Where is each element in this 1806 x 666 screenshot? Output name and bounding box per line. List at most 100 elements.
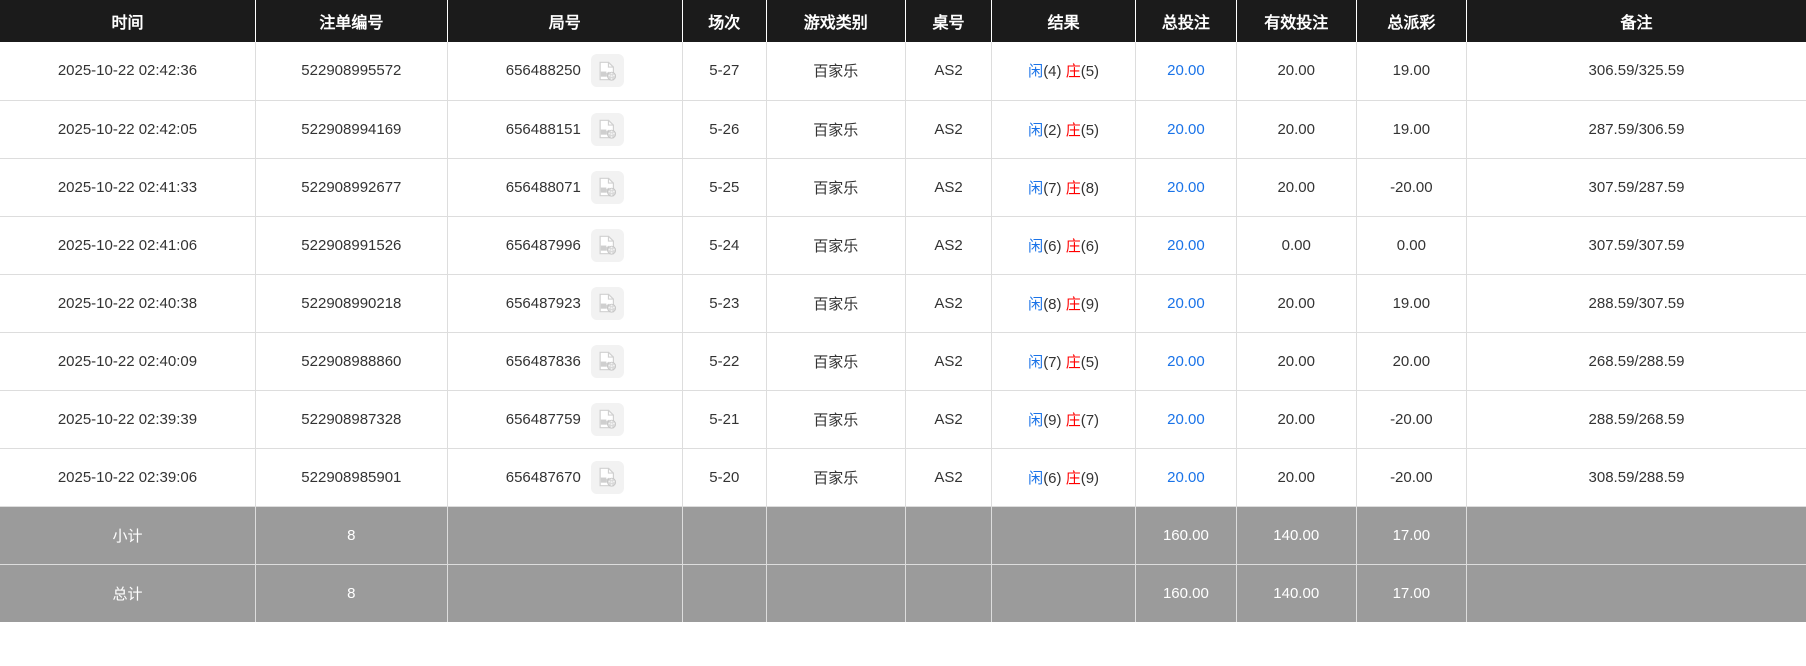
cell-game-type: 百家乐 bbox=[766, 216, 906, 275]
table-row: 2025-10-22 02:40:09 522908988860 656487836… bbox=[0, 332, 1806, 391]
cell-result: 闲(4) 庄(5) bbox=[991, 42, 1137, 101]
cell-valid-bet: 20.00 bbox=[1236, 42, 1357, 101]
round-no-text: 656488250 bbox=[505, 62, 581, 80]
result-player-label: 闲 bbox=[1028, 295, 1044, 313]
video-file-icon[interactable] bbox=[590, 170, 624, 204]
result-banker-label: 庄 bbox=[1065, 411, 1081, 429]
cell-total-bet[interactable]: 20.00 bbox=[1135, 448, 1237, 507]
cell-remark: 307.59/307.59 bbox=[1466, 216, 1806, 275]
summary-empty-session bbox=[682, 506, 767, 565]
round-no-text: 656487759 bbox=[505, 410, 581, 428]
summary-empty-table-no bbox=[905, 564, 993, 622]
cell-total-bet[interactable]: 20.00 bbox=[1135, 274, 1237, 333]
table-row: 2025-10-22 02:41:33 522908992677 656488071… bbox=[0, 158, 1806, 217]
cell-total-payout: -20.00 bbox=[1356, 158, 1468, 217]
subtotal-row: 小计 8 160.00 140.00 17.00 bbox=[0, 506, 1806, 565]
cell-round-no: 656487836 bbox=[447, 332, 683, 391]
cell-total-payout: 20.00 bbox=[1356, 332, 1468, 391]
cell-bet-no: 522908992677 bbox=[255, 158, 448, 217]
cell-total-bet[interactable]: 20.00 bbox=[1135, 158, 1237, 217]
result-player-label: 闲 bbox=[1028, 353, 1044, 371]
total-bet-amount[interactable]: 20.00 bbox=[1167, 236, 1205, 254]
video-file-icon[interactable] bbox=[590, 344, 624, 378]
video-file-icon[interactable] bbox=[590, 228, 624, 262]
round-no-text: 656487670 bbox=[505, 468, 581, 486]
cell-table-no: AS2 bbox=[905, 274, 993, 333]
cell-total-bet[interactable]: 20.00 bbox=[1135, 100, 1237, 159]
round-no-text: 656488151 bbox=[505, 120, 581, 138]
cell-valid-bet: 20.00 bbox=[1236, 274, 1357, 333]
cell-time: 2025-10-22 02:42:36 bbox=[0, 42, 256, 101]
cell-bet-no: 522908985901 bbox=[255, 448, 448, 507]
summary-empty-result bbox=[991, 564, 1137, 622]
result-banker-label: 庄 bbox=[1065, 237, 1081, 255]
summary-empty-result bbox=[991, 506, 1137, 565]
cell-total-bet[interactable]: 20.00 bbox=[1135, 42, 1237, 101]
cell-table-no: AS2 bbox=[905, 332, 993, 391]
table-header: 时间 注单编号 局号 场次 游戏类别 桌号 结果 总投注 有效投注 总派彩 备注 bbox=[0, 0, 1806, 42]
cell-table-no: AS2 bbox=[905, 42, 993, 101]
column-header-total_payout: 总派彩 bbox=[1356, 0, 1468, 42]
total-bet-amount[interactable]: 20.00 bbox=[1167, 410, 1205, 428]
result-banker-value: (9) bbox=[1080, 295, 1100, 313]
cell-result: 闲(6) 庄(9) bbox=[991, 448, 1137, 507]
summary-total-payout: 17.00 bbox=[1356, 564, 1468, 622]
column-header-session: 场次 bbox=[682, 0, 767, 42]
result-banker-label: 庄 bbox=[1065, 469, 1081, 487]
cell-table-no: AS2 bbox=[905, 100, 993, 159]
cell-game-type: 百家乐 bbox=[766, 448, 906, 507]
result-banker-label: 庄 bbox=[1065, 179, 1081, 197]
total-bet-amount[interactable]: 20.00 bbox=[1167, 178, 1205, 196]
cell-time: 2025-10-22 02:41:33 bbox=[0, 158, 256, 217]
cell-time: 2025-10-22 02:40:38 bbox=[0, 274, 256, 333]
summary-valid-bet: 140.00 bbox=[1236, 506, 1357, 565]
result-banker-label: 庄 bbox=[1065, 121, 1081, 139]
cell-time: 2025-10-22 02:39:06 bbox=[0, 448, 256, 507]
table-row: 2025-10-22 02:41:06 522908991526 656487996… bbox=[0, 216, 1806, 275]
total-bet-amount[interactable]: 20.00 bbox=[1167, 120, 1205, 138]
video-file-icon[interactable] bbox=[590, 402, 624, 436]
total-bet-amount[interactable]: 20.00 bbox=[1167, 294, 1205, 312]
total-bet-amount[interactable]: 20.00 bbox=[1167, 468, 1205, 486]
summary-valid-bet: 140.00 bbox=[1236, 564, 1357, 622]
video-file-icon[interactable] bbox=[590, 54, 624, 88]
bet-history-table: 时间 注单编号 局号 场次 游戏类别 桌号 结果 总投注 有效投注 总派彩 备注 2025-10-2… bbox=[0, 0, 1806, 622]
result-banker-value: (5) bbox=[1080, 353, 1100, 371]
summary-label: 总计 bbox=[0, 564, 256, 622]
cell-valid-bet: 20.00 bbox=[1236, 158, 1357, 217]
result-banker-label: 庄 bbox=[1065, 63, 1081, 81]
cell-result: 闲(6) 庄(6) bbox=[991, 216, 1137, 275]
cell-result: 闲(8) 庄(9) bbox=[991, 274, 1137, 333]
cell-game-type: 百家乐 bbox=[766, 274, 906, 333]
video-file-icon[interactable] bbox=[590, 112, 624, 146]
summary-empty-table-no bbox=[905, 506, 993, 565]
table-row: 2025-10-22 02:40:38 522908990218 656487923… bbox=[0, 274, 1806, 333]
summary-empty-round bbox=[447, 564, 683, 622]
total-bet-amount[interactable]: 20.00 bbox=[1167, 62, 1205, 80]
cell-total-bet[interactable]: 20.00 bbox=[1135, 216, 1237, 275]
cell-remark: 307.59/287.59 bbox=[1466, 158, 1806, 217]
video-file-icon[interactable] bbox=[590, 286, 624, 320]
total-bet-amount[interactable]: 20.00 bbox=[1167, 352, 1205, 370]
video-file-icon[interactable] bbox=[590, 460, 624, 494]
result-banker-value: (5) bbox=[1080, 63, 1100, 81]
result-player-label: 闲 bbox=[1028, 469, 1044, 487]
cell-table-no: AS2 bbox=[905, 448, 993, 507]
result-player-value: (7) bbox=[1043, 179, 1062, 197]
round-no-text: 656487836 bbox=[505, 352, 581, 370]
column-header-game_type: 游戏类别 bbox=[766, 0, 906, 42]
cell-time: 2025-10-22 02:41:06 bbox=[0, 216, 256, 275]
cell-total-payout: -20.00 bbox=[1356, 390, 1468, 449]
cell-total-bet[interactable]: 20.00 bbox=[1135, 332, 1237, 391]
summary-empty-game-type bbox=[766, 564, 906, 622]
cell-time: 2025-10-22 02:40:09 bbox=[0, 332, 256, 391]
result-player-label: 闲 bbox=[1028, 411, 1044, 429]
table-row: 2025-10-22 02:39:39 522908987328 656487759… bbox=[0, 390, 1806, 449]
summary-count: 8 bbox=[255, 506, 448, 565]
column-header-time: 时间 bbox=[0, 0, 256, 42]
cell-total-bet[interactable]: 20.00 bbox=[1135, 390, 1237, 449]
cell-total-payout: 19.00 bbox=[1356, 274, 1468, 333]
cell-session: 5-25 bbox=[682, 158, 767, 217]
cell-round-no: 656487670 bbox=[447, 448, 683, 507]
summary-empty-remark bbox=[1466, 506, 1806, 565]
